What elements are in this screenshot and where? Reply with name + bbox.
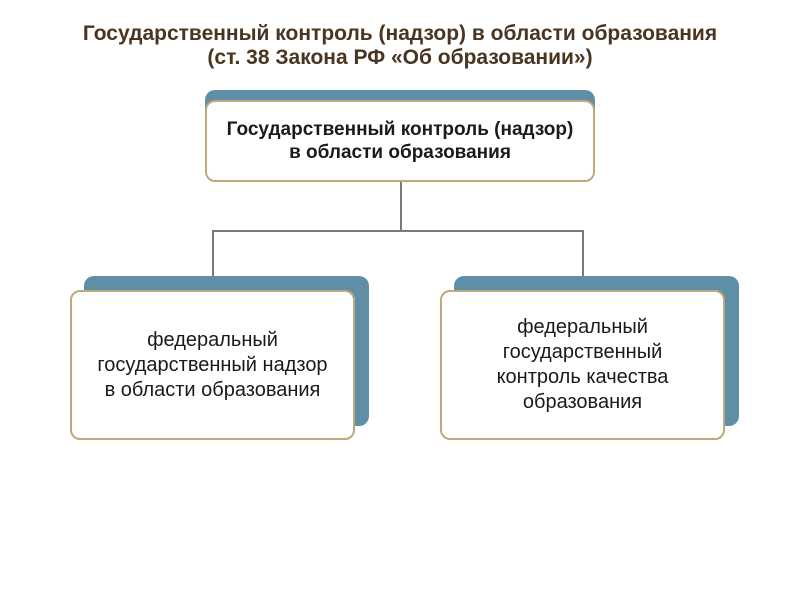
root-box-label: Государственный контроль (надзор) в обла… bbox=[225, 118, 575, 166]
right-box: федеральный государственный контроль кач… bbox=[440, 290, 725, 440]
root-box: Государственный контроль (надзор) в обла… bbox=[205, 100, 595, 182]
left-box-label: федеральный государственный надзор в обл… bbox=[90, 328, 335, 403]
tree-diagram: Государственный контроль (надзор) в обла… bbox=[0, 70, 800, 550]
left-box: федеральный государственный надзор в обл… bbox=[70, 290, 355, 440]
page-title: Государственный контроль (надзор) в обла… bbox=[0, 0, 800, 70]
connector-root-down bbox=[400, 182, 402, 230]
connector-horizontal bbox=[212, 230, 582, 232]
right-box-label: федеральный государственный контроль кач… bbox=[460, 315, 705, 415]
